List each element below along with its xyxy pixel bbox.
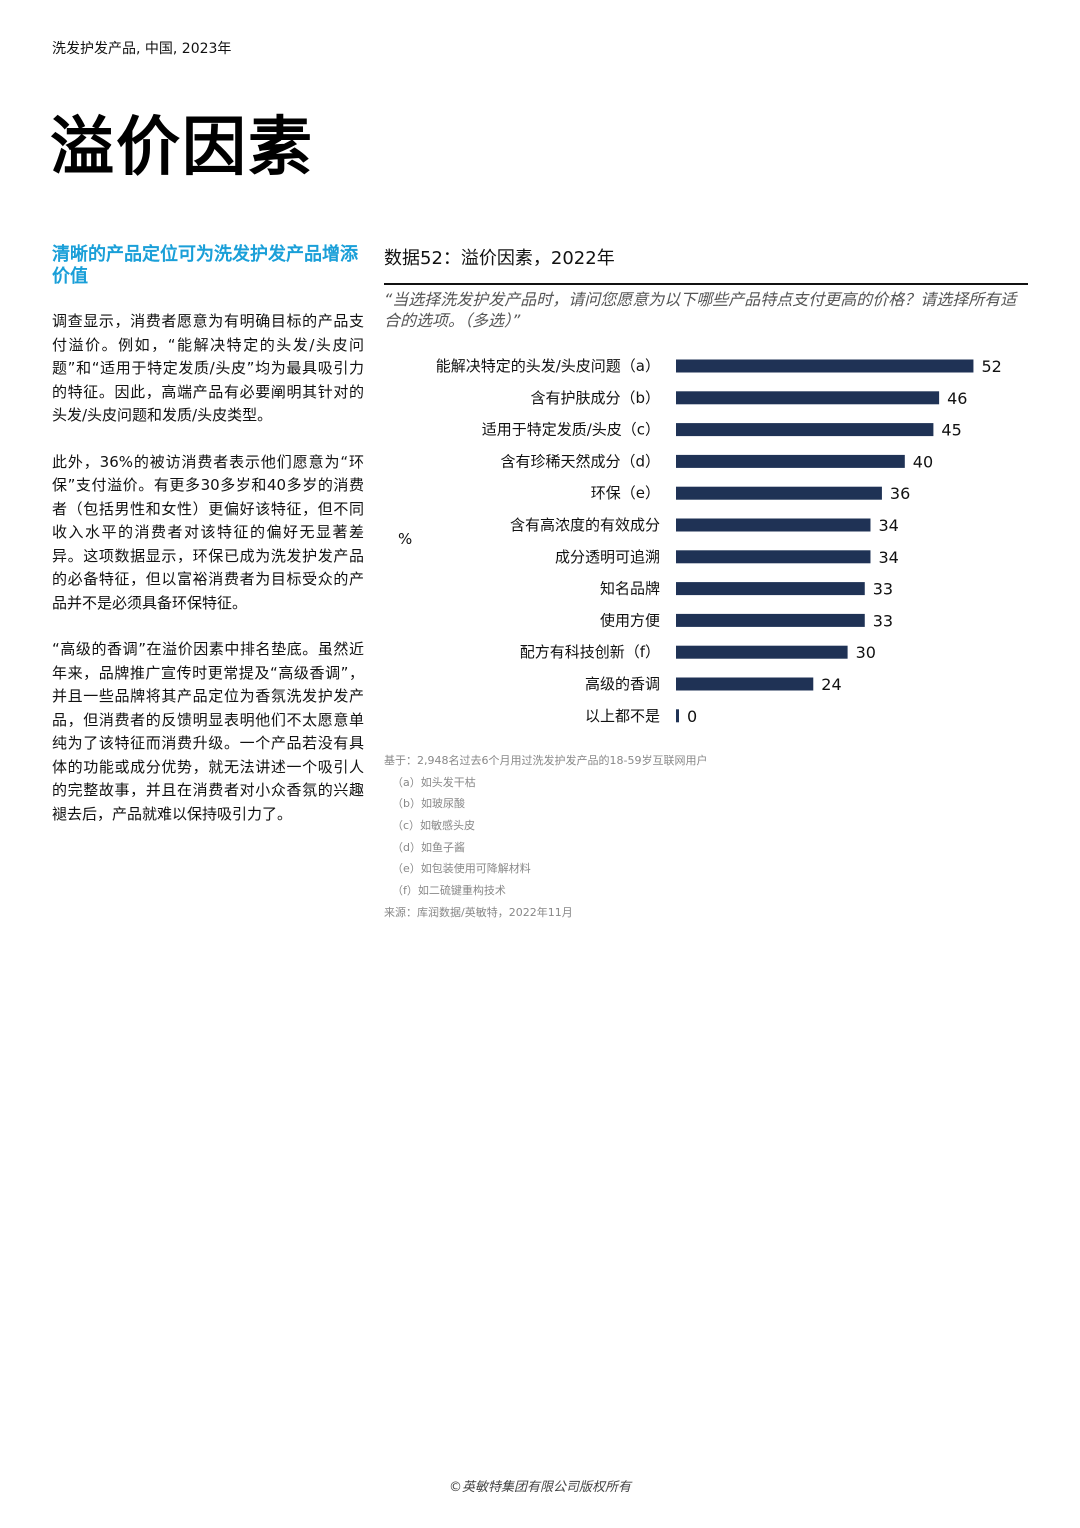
figure-title: 数据52：溢价因素，2022年 bbox=[384, 248, 615, 269]
footnote-a: （a）如头发干枯 bbox=[392, 775, 476, 789]
value-label: 30 bbox=[856, 643, 876, 662]
page-header: 洗发护发产品, 中国, 2023年 bbox=[52, 41, 232, 57]
bar-chart: 能解决特定的头发/头皮问题（a） 52 含有护肤成分（b） 46 适用于特定发质/头皮（… bbox=[436, 357, 1002, 726]
bar bbox=[676, 391, 940, 405]
bar bbox=[676, 518, 871, 532]
bar bbox=[676, 550, 871, 564]
bar bbox=[676, 423, 934, 437]
category-label: 高级的香调 bbox=[585, 675, 660, 693]
footnote-d: （d）如鱼子酱 bbox=[392, 840, 465, 854]
body-paragraph-3: “高级的香调”在溢价因素中排名垫底。虽然近年来，品牌推广宣传时更常提及“高级香调… bbox=[52, 640, 364, 823]
category-label: 知名品牌 bbox=[600, 580, 660, 598]
chart-notes: 基于：2,948名过去6个月用过洗发护发产品的18-59岁互联网用户 （a）如头… bbox=[384, 750, 707, 924]
category-label: 成分透明可追溯 bbox=[555, 548, 660, 566]
value-label: 34 bbox=[878, 548, 898, 567]
bar bbox=[676, 454, 905, 468]
bar bbox=[676, 709, 679, 723]
bar bbox=[676, 486, 882, 500]
value-label: 40 bbox=[913, 452, 933, 471]
footnote-f: （f）如二硫键重构技术 bbox=[392, 884, 506, 898]
category-label: 环保（e） bbox=[591, 484, 660, 502]
bar bbox=[676, 645, 848, 659]
category-label: 能解决特定的头发/头皮问题（a） bbox=[436, 357, 660, 375]
bar bbox=[676, 613, 865, 627]
value-label: 24 bbox=[821, 675, 841, 694]
base-note: 基于：2,948名过去6个月用过洗发护发产品的18-59岁互联网用户 bbox=[384, 754, 708, 767]
value-label: 36 bbox=[890, 484, 910, 503]
section-subheading: 清晰的产品定位可为洗发护发产品增添价值 bbox=[52, 244, 358, 287]
page-title: 溢价因素 bbox=[50, 111, 314, 185]
category-label: 含有珍稀天然成分（d） bbox=[500, 452, 660, 470]
value-label: 52 bbox=[981, 357, 1001, 376]
bar bbox=[676, 359, 974, 373]
unit-label: % bbox=[398, 530, 413, 548]
value-label: 34 bbox=[878, 516, 898, 535]
category-label: 配方有科技创新（f） bbox=[520, 643, 660, 661]
footnote-b: （b）如玻尿酸 bbox=[392, 797, 465, 811]
value-label: 33 bbox=[873, 580, 893, 599]
footnote-e: （e）如包装使用可降解材料 bbox=[392, 862, 531, 876]
category-label: 含有高浓度的有效成分 bbox=[510, 516, 660, 534]
category-label: 含有护肤成分（b） bbox=[530, 389, 660, 407]
value-label: 0 bbox=[687, 707, 697, 726]
bar bbox=[676, 677, 814, 691]
survey-question: “当选择洗发护发产品时，请问您愿意为以下哪些产品特点支付更高的价格？请选择所有适… bbox=[384, 290, 1017, 330]
figure-divider bbox=[384, 283, 1028, 285]
value-label: 45 bbox=[941, 421, 961, 440]
source-note: 来源：库润数据/英敏特，2022年11月 bbox=[384, 905, 573, 919]
category-label: 以上都不是 bbox=[585, 707, 660, 725]
body-paragraph-2: 此外，36%的被访消费者表示他们愿意为“环保”支付溢价。有更多30多岁和40多岁… bbox=[52, 452, 364, 612]
copyright-footer: ©英敏特集团有限公司版权所有 bbox=[448, 1480, 631, 1495]
bar bbox=[676, 582, 865, 596]
body-paragraph-1: 调查显示，消费者愿意为有明确目标的产品支付溢价。例如，“能解决特定的头发/头皮问… bbox=[52, 312, 364, 424]
category-label: 适用于特定发质/头皮（c） bbox=[482, 421, 660, 439]
left-column: 清晰的产品定位可为洗发护发产品增添价值 调查显示，消费者愿意为有明确目标的产品支… bbox=[52, 244, 364, 849]
footnote-c: （c）如敏感头皮 bbox=[392, 819, 476, 833]
value-label: 33 bbox=[873, 611, 893, 630]
value-label: 46 bbox=[947, 389, 967, 408]
category-label: 使用方便 bbox=[600, 611, 660, 629]
